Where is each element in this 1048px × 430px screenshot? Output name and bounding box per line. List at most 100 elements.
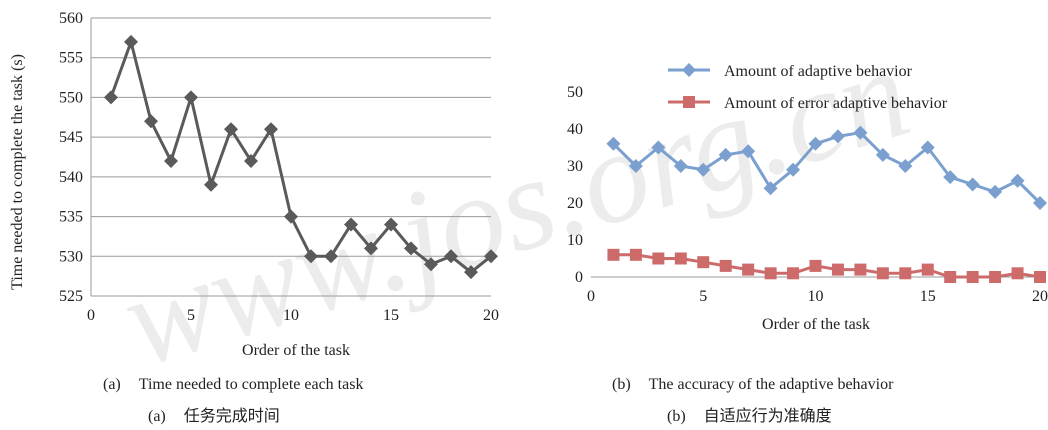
data-point [424,257,438,272]
data-point [943,170,958,185]
data-point [164,153,178,168]
data-point [898,159,913,173]
data-point [629,248,642,261]
chart-task-time: 525 530 535 540 545 550 555 560 0 5 10 15 20 Order o… [9,10,499,359]
data-point [876,267,889,280]
caption-b-text: The accuracy of the adaptive behavior [648,376,894,393]
legend-label-adaptive: Amount of adaptive behavior [724,63,913,80]
data-point [965,177,980,192]
data-point [464,265,478,280]
y-tick-label: 555 [59,50,83,67]
y-tick-label: 10 [567,232,583,249]
x-tick-label: 0 [87,307,95,324]
legend-item-error-adaptive: Amount of error adaptive behavior [668,95,948,112]
caption-b-zh: (b) 自适应行为准确度 [667,402,832,426]
series [104,34,498,280]
data-point [104,90,118,105]
series [606,125,1047,283]
data-point [444,249,458,264]
data-point [809,259,822,272]
data-point [673,159,688,173]
caption-b-en: (b) The accuracy of the adaptive behavior [612,376,893,394]
x-axis-label: Order of the task [762,316,870,333]
y-tick-label: 525 [59,288,83,305]
data-point [899,267,912,280]
data-point [224,122,238,137]
data-point [628,159,643,173]
data-point [808,136,823,151]
x-tick-label: 0 [587,288,595,305]
x-axis-label: Order of the task [242,342,350,359]
tick-labels: 0 10 20 30 40 50 0 5 10 15 20 [567,84,1048,305]
x-tick-label: 5 [699,288,707,305]
data-point [404,241,418,256]
data-point [264,122,278,137]
caption-a-label: (a) [103,376,121,393]
caption-b-label: (b) [612,376,631,393]
data-point [696,162,711,177]
data-point [652,252,665,265]
data-point [384,217,398,232]
caption-b-zh-label: (b) [667,408,686,425]
x-tick-label: 15 [920,288,936,305]
data-point [124,34,138,49]
y-tick-label: 545 [59,129,83,146]
y-tick-label: 540 [59,169,83,186]
data-point [787,267,800,280]
data-point [741,144,756,159]
data-point [304,249,318,264]
caption-b-zh-text: 自适应行为准确度 [703,408,832,425]
data-point [742,263,755,276]
y-tick-label: 550 [59,89,83,106]
data-point [718,147,733,162]
y-tick-label: 0 [575,269,583,286]
legend: Amount of adaptive behavior Amount of er… [668,63,948,112]
tick-labels: 525 530 535 540 545 550 555 560 0 5 10 15 20 [59,10,499,324]
data-point [920,140,935,155]
x-tick-label: 20 [483,307,499,324]
data-point [651,140,666,155]
data-point [484,249,498,264]
data-point [786,162,801,177]
data-point [875,147,890,162]
data-point [1011,267,1024,280]
data-point [184,90,198,105]
data-point [854,263,867,276]
data-point [1033,196,1047,210]
y-tick-label: 50 [567,84,583,101]
x-tick-label: 15 [383,307,399,324]
data-point [1034,271,1046,283]
data-point [989,271,1002,283]
data-point [204,177,218,192]
data-point [853,125,868,140]
data-point [144,114,158,129]
data-point [344,217,358,232]
data-point [944,271,957,283]
legend-item-adaptive: Amount of adaptive behavior [668,63,913,80]
caption-a-en: (a) Time needed to complete each task [103,376,363,394]
x-tick-label: 20 [1032,288,1048,305]
data-point [719,259,732,272]
data-point [763,181,778,196]
caption-a-text: Time needed to complete each task [138,376,364,393]
data-point [764,267,777,280]
caption-a-zh-text: 任务完成时间 [183,408,280,425]
data-point [606,136,621,151]
y-tick-label: 30 [567,158,583,175]
caption-a-zh-label: (a) [148,408,166,425]
data-point [607,248,620,261]
data-point [1010,173,1025,188]
x-tick-label: 10 [283,307,299,324]
y-axis-label: Time needed to complete the task (s) [9,54,26,290]
data-point [284,209,298,224]
x-tick-label: 5 [187,307,195,324]
data-point [921,263,934,276]
y-tick-label: 560 [59,10,83,27]
data-point [674,252,687,265]
data-point [966,271,979,283]
caption-a-zh: (a) 任务完成时间 [148,402,280,426]
chart-adaptive-accuracy: 0 10 20 30 40 50 0 5 10 15 20 Amount of adaptive b… [567,63,1048,333]
data-point [697,256,710,269]
grid [91,17,491,297]
